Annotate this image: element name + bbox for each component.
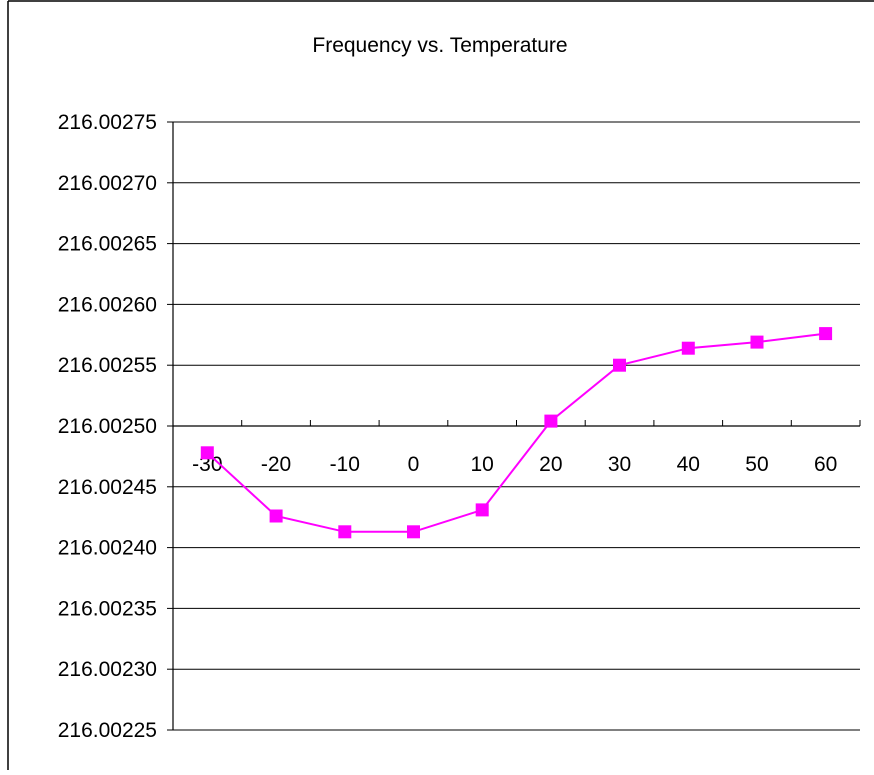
x-tick-label: 30	[608, 453, 631, 476]
x-tick-label: 40	[677, 453, 700, 476]
x-tick-label: 50	[745, 453, 768, 476]
gridlines	[173, 121, 860, 731]
data-point-marker	[475, 503, 489, 517]
data-point-marker	[407, 525, 420, 539]
series-layer	[200, 327, 833, 539]
data-point-marker	[613, 358, 626, 372]
data-point-marker	[819, 327, 833, 341]
x-tick-label: 60	[814, 453, 837, 476]
y-tick-label: 216.00230	[58, 658, 157, 681]
y-tick-label: 216.00245	[58, 476, 157, 499]
y-axis-ticks: 216.00225 216.00230 216.00235 216.00240 216.…	[58, 111, 173, 742]
y-tick-label: 216.00235	[58, 597, 157, 620]
data-point-marker	[200, 446, 214, 460]
chart-title: Frequency vs. Temperature	[312, 34, 567, 57]
y-tick-label: 216.00240	[58, 537, 157, 560]
y-tick-label: 216.00255	[58, 354, 157, 377]
y-tick-label: 216.00250	[58, 415, 157, 438]
data-point-marker	[544, 414, 558, 428]
y-tick-label: 216.00275	[58, 111, 157, 134]
y-tick-label: 216.00270	[58, 172, 157, 195]
x-tick-label: 10	[470, 453, 493, 476]
data-point-marker	[338, 525, 352, 539]
x-tick-label: -10	[330, 453, 360, 476]
series-line	[206, 332, 826, 533]
y-tick-label: 216.00225	[58, 719, 157, 742]
data-point-marker	[750, 335, 764, 349]
x-tick-label: 0	[408, 453, 420, 476]
x-axis-ticks: -30 -20 -10 0 10 20 30 40 50 60	[172, 420, 861, 476]
x-tick-label: 20	[539, 453, 562, 476]
x-tick-label: -20	[261, 453, 291, 476]
data-point-marker	[269, 509, 283, 523]
data-point-marker	[681, 341, 695, 355]
y-tick-label: 216.00265	[58, 233, 157, 256]
y-tick-label: 216.00260	[58, 293, 157, 316]
